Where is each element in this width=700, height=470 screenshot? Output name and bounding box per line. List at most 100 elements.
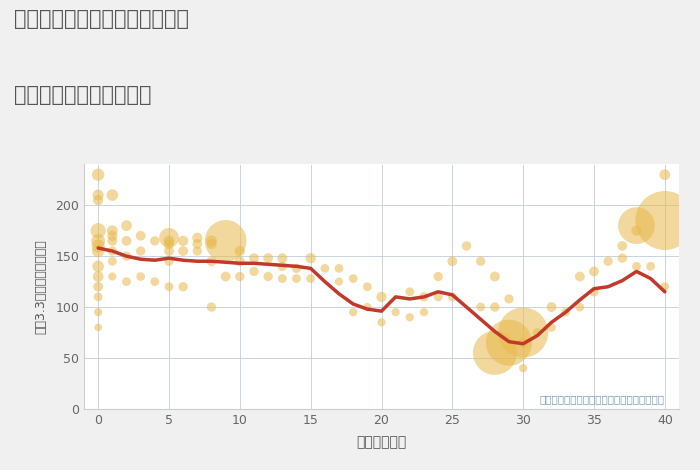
Point: [574, 303, 585, 311]
Point: [319, 265, 330, 272]
Point: [617, 254, 628, 262]
Point: [433, 273, 444, 280]
Point: [489, 349, 500, 357]
Point: [106, 258, 118, 265]
Point: [291, 275, 302, 282]
Point: [106, 191, 118, 199]
Point: [517, 364, 528, 372]
Point: [546, 303, 557, 311]
Point: [206, 237, 217, 244]
Point: [404, 288, 415, 296]
Point: [92, 171, 104, 179]
Point: [419, 293, 430, 301]
Point: [163, 247, 174, 255]
Point: [121, 252, 132, 260]
Point: [546, 324, 557, 331]
Point: [433, 293, 444, 301]
Point: [106, 247, 118, 255]
Point: [419, 308, 430, 316]
Point: [362, 303, 373, 311]
Point: [92, 242, 104, 250]
Point: [560, 308, 571, 316]
Point: [248, 268, 260, 275]
Point: [517, 339, 528, 346]
Point: [192, 247, 203, 255]
X-axis label: 築年数（年）: 築年数（年）: [356, 435, 407, 449]
Point: [149, 278, 160, 285]
Point: [163, 283, 174, 290]
Point: [376, 293, 387, 301]
Point: [475, 303, 486, 311]
Point: [106, 237, 118, 244]
Point: [489, 303, 500, 311]
Point: [659, 283, 671, 290]
Point: [631, 222, 642, 229]
Point: [206, 240, 217, 248]
Point: [276, 263, 288, 270]
Point: [348, 275, 359, 282]
Point: [276, 254, 288, 262]
Point: [461, 242, 472, 250]
Point: [135, 247, 146, 255]
Point: [617, 242, 628, 250]
Point: [333, 278, 344, 285]
Point: [305, 275, 316, 282]
Point: [348, 308, 359, 316]
Point: [291, 265, 302, 272]
Point: [503, 339, 514, 346]
Point: [135, 273, 146, 280]
Point: [192, 240, 203, 248]
Point: [92, 293, 104, 301]
Point: [645, 263, 657, 270]
Point: [447, 258, 458, 265]
Point: [206, 258, 217, 265]
Point: [362, 283, 373, 290]
Point: [517, 329, 528, 337]
Point: [220, 273, 231, 280]
Point: [163, 234, 174, 242]
Point: [92, 191, 104, 199]
Point: [163, 237, 174, 244]
Point: [390, 308, 401, 316]
Y-axis label: 坪（3.3㎡）単価（万円）: 坪（3.3㎡）単価（万円）: [34, 239, 47, 334]
Point: [178, 283, 189, 290]
Point: [574, 273, 585, 280]
Point: [262, 254, 274, 262]
Point: [248, 254, 260, 262]
Point: [163, 240, 174, 248]
Point: [192, 234, 203, 242]
Point: [149, 237, 160, 244]
Point: [106, 273, 118, 280]
Point: [121, 237, 132, 244]
Point: [376, 319, 387, 326]
Point: [659, 217, 671, 224]
Point: [178, 247, 189, 255]
Point: [121, 278, 132, 285]
Point: [333, 265, 344, 272]
Text: 神奈川県横浜市都筑区川和町の: 神奈川県横浜市都筑区川和町の: [14, 9, 189, 30]
Point: [92, 324, 104, 331]
Point: [489, 273, 500, 280]
Point: [106, 227, 118, 235]
Point: [503, 295, 514, 303]
Point: [475, 258, 486, 265]
Point: [106, 232, 118, 240]
Point: [92, 247, 104, 255]
Point: [92, 308, 104, 316]
Point: [220, 237, 231, 244]
Point: [532, 329, 543, 337]
Point: [589, 288, 600, 296]
Point: [447, 293, 458, 301]
Point: [234, 247, 246, 255]
Point: [92, 283, 104, 290]
Point: [404, 313, 415, 321]
Point: [206, 303, 217, 311]
Point: [92, 263, 104, 270]
Point: [92, 237, 104, 244]
Point: [135, 232, 146, 240]
Point: [234, 273, 246, 280]
Point: [121, 222, 132, 229]
Point: [92, 227, 104, 235]
Point: [276, 275, 288, 282]
Point: [305, 254, 316, 262]
